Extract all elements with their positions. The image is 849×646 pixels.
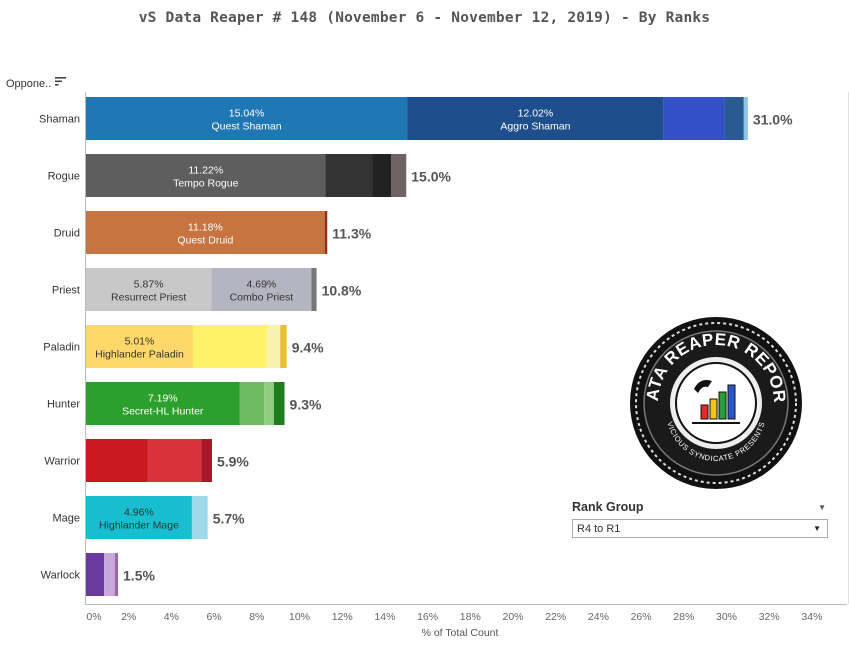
bar-druid-name-label-1: Quest Druid xyxy=(177,235,233,247)
bar-shaman-segment-2 xyxy=(407,97,664,140)
bar-warlock-segment-3 xyxy=(114,553,119,596)
filter-menu-caret-icon[interactable]: ▼ xyxy=(818,502,826,512)
bar-paladin-segment-3 xyxy=(266,325,281,368)
bar-paladin-total-label: 9.4% xyxy=(292,340,324,356)
bar-shaman-pct-label-2: 12.02% xyxy=(518,108,554,120)
x-tick-label-6: 6% xyxy=(207,611,222,623)
x-axis-title: % of Total Count xyxy=(422,627,499,639)
bar-druid-total-label: 11.3% xyxy=(332,226,371,242)
bar-rogue-segment-3 xyxy=(372,154,392,197)
x-tick-label-0: 0% xyxy=(86,611,101,623)
bar-hunter-pct-label-1: 7.19% xyxy=(148,393,178,405)
bar-shaman-name-label-1: Quest Shaman xyxy=(212,121,282,133)
row-label-hunter: Hunter xyxy=(47,399,80,411)
bar-hunter-total-label: 9.3% xyxy=(290,397,322,413)
bar-warlock-segment-2 xyxy=(104,553,115,596)
field-header-label: Oppone.. xyxy=(6,78,52,90)
x-tick-label-32: 32% xyxy=(759,611,780,623)
field-header[interactable]: Oppone.. xyxy=(6,76,67,90)
bar-warrior-segment-3 xyxy=(201,439,212,482)
x-tick-label-2: 2% xyxy=(121,611,136,623)
bar-hunter-segment-2 xyxy=(239,382,265,425)
bar-paladin-segment-2 xyxy=(192,325,267,368)
page-title: vS Data Reaper # 148 (November 6 - Novem… xyxy=(138,10,711,26)
bar-warrior-total-label: 5.9% xyxy=(217,454,249,470)
bar-mage-segment-2 xyxy=(191,496,208,539)
bar-warrior-segment-1 xyxy=(86,439,148,482)
bar-hunter-segment-3 xyxy=(264,382,274,425)
bar-warrior-segment-2 xyxy=(147,439,202,482)
bar-paladin-name-label-1: Highlander Paladin xyxy=(95,349,184,361)
row-label-shaman: Shaman xyxy=(39,114,80,126)
filter-title: Rank Group xyxy=(572,500,644,514)
bar-priest-segment-2 xyxy=(211,268,312,311)
bar-rogue-name-label-1: Tempo Rogue xyxy=(173,178,239,190)
bar-shaman-segment-5 xyxy=(743,97,748,140)
bar-priest-name-label-2: Combo Priest xyxy=(230,292,294,304)
x-tick-label-30: 30% xyxy=(716,611,737,623)
row-label-warrior: Warrior xyxy=(44,456,80,468)
bar-mage-total-label: 5.7% xyxy=(213,511,245,527)
bar-paladin-pct-label-1: 5.01% xyxy=(125,336,155,348)
bar-hunter-name-label-1: Secret-HL Hunter xyxy=(122,406,204,418)
data-reaper-report-logo: DATA REAPER REPORT VICIOUS SYNDICATE PRE… xyxy=(628,315,802,489)
rank-group-filter: Rank Group ▼ R4 to R1 ▼ xyxy=(572,500,828,538)
x-tick-label-8: 8% xyxy=(249,611,264,623)
bar-shaman-pct-label-1: 15.04% xyxy=(229,108,265,120)
x-tick-label-12: 12% xyxy=(332,611,353,623)
x-tick-label-26: 26% xyxy=(631,611,652,623)
row-label-druid: Druid xyxy=(54,228,80,240)
bar-rogue-segment-1 xyxy=(86,154,326,197)
bar-hunter-segment-1 xyxy=(86,382,240,425)
x-tick-label-16: 16% xyxy=(417,611,438,623)
row-label-mage: Mage xyxy=(52,513,80,525)
bar-shaman-total-label: 31.0% xyxy=(753,112,793,128)
sort-icon[interactable] xyxy=(55,76,67,86)
bar-warlock-total-label: 1.5% xyxy=(123,568,155,584)
x-tick-label-14: 14% xyxy=(374,611,395,623)
bar-shaman-segment-4 xyxy=(724,97,744,140)
x-tick-label-4: 4% xyxy=(164,611,179,623)
bar-priest-total-label: 10.8% xyxy=(322,283,362,299)
bar-shaman-name-label-2: Aggro Shaman xyxy=(500,121,570,133)
bar-rogue-segment-4 xyxy=(391,154,407,197)
bar-shaman-segment-1 xyxy=(86,97,408,140)
bar-rogue-segment-2 xyxy=(325,154,373,197)
x-tick-label-10: 10% xyxy=(289,611,310,623)
bar-paladin-segment-4 xyxy=(280,325,287,368)
bar-rogue-pct-label-1: 11.22% xyxy=(188,165,223,177)
bar-shaman-segment-3 xyxy=(663,97,725,140)
bar-hunter-segment-4 xyxy=(273,382,285,425)
x-tick-label-22: 22% xyxy=(545,611,566,623)
row-label-warlock: Warlock xyxy=(41,570,81,582)
row-label-priest: Priest xyxy=(52,285,80,297)
bar-paladin-segment-1 xyxy=(86,325,193,368)
bar-druid-segment-1 xyxy=(86,211,325,254)
chevron-down-icon[interactable]: ▼ xyxy=(813,524,821,533)
bar-priest-name-label-1: Resurrect Priest xyxy=(111,292,186,304)
bar-warlock-segment-1 xyxy=(86,553,105,596)
row-label-paladin: Paladin xyxy=(43,342,80,354)
rank-group-selected-value: R4 to R1 xyxy=(577,522,621,535)
bar-druid-segment-2 xyxy=(324,211,328,254)
x-tick-label-24: 24% xyxy=(588,611,609,623)
x-axis-line xyxy=(85,604,847,605)
bar-mage-pct-label-1: 4.96% xyxy=(124,507,154,519)
bar-druid-pct-label-1: 11.18% xyxy=(188,222,223,234)
rank-group-select[interactable]: R4 to R1 ▼ xyxy=(572,519,828,538)
bar-priest-pct-label-2: 4.69% xyxy=(246,279,276,291)
bar-priest-pct-label-1: 5.87% xyxy=(134,279,164,291)
x-tick-label-28: 28% xyxy=(673,611,694,623)
x-tick-label-20: 20% xyxy=(502,611,523,623)
bar-rogue-total-label: 15.0% xyxy=(411,169,451,185)
row-label-rogue: Rogue xyxy=(48,171,80,183)
bar-mage-segment-1 xyxy=(86,496,192,539)
bar-priest-segment-1 xyxy=(86,268,212,311)
bar-priest-segment-3 xyxy=(311,268,317,311)
x-tick-label-18: 18% xyxy=(460,611,481,623)
x-tick-label-34: 34% xyxy=(801,611,822,623)
bar-mage-name-label-1: Highlander Mage xyxy=(99,520,179,532)
